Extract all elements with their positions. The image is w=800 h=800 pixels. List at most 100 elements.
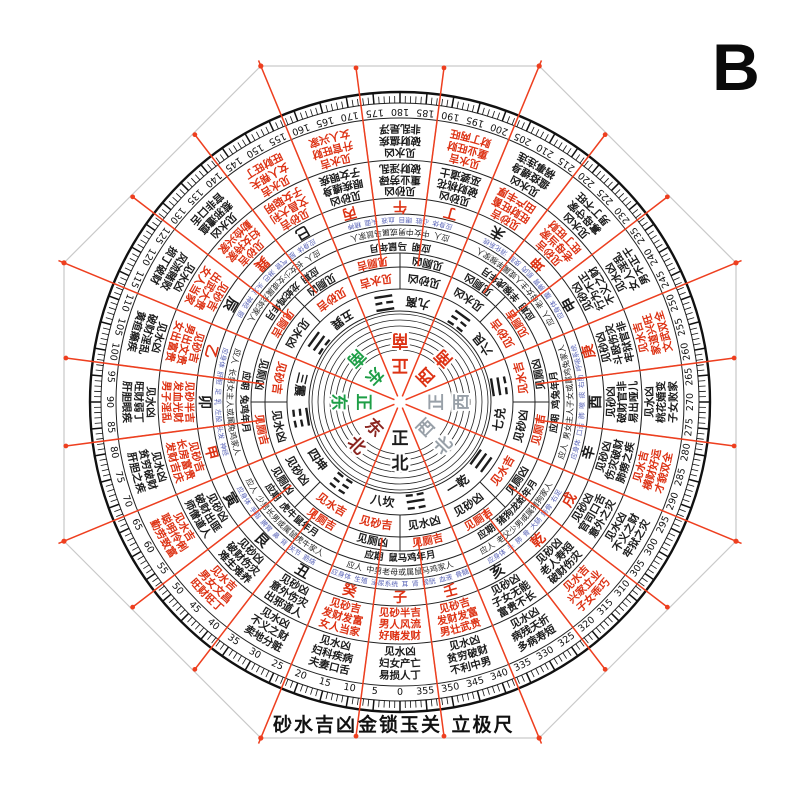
- svg-text:骨: 骨: [454, 570, 463, 580]
- svg-text:见: 见: [457, 193, 471, 209]
- svg-text:吉: 吉: [270, 383, 285, 395]
- svg-text:凶: 凶: [339, 639, 352, 653]
- svg-text:水: 水: [643, 396, 656, 408]
- svg-text:淫: 淫: [138, 333, 153, 347]
- svg-text:丁: 丁: [469, 131, 483, 146]
- svg-text:砂: 砂: [188, 340, 204, 355]
- svg-text:巫: 巫: [468, 173, 482, 188]
- svg-text:肉: 肉: [519, 264, 530, 275]
- svg-text:两: 两: [459, 129, 473, 143]
- svg-text:家: 家: [558, 351, 570, 361]
- svg-text:出: 出: [627, 402, 640, 413]
- svg-text:子: 子: [159, 391, 171, 402]
- footer-captions: 砂水吉凶 金锁玉关 立极尺: [273, 713, 513, 736]
- svg-text:财: 财: [399, 161, 411, 174]
- svg-text:脾: 脾: [259, 518, 270, 529]
- svg-text:疾: 疾: [331, 648, 345, 663]
- svg-text:正: 正: [427, 394, 447, 411]
- svg-text:见: 见: [604, 406, 618, 418]
- svg-text:砂: 砂: [447, 190, 462, 206]
- svg-text:见: 见: [149, 450, 164, 464]
- svg-text:砂: 砂: [338, 190, 353, 206]
- svg-text:吉: 吉: [183, 412, 197, 424]
- svg-text:指: 指: [252, 510, 263, 521]
- svg-text:30: 30: [247, 646, 263, 662]
- svg-text:属: 属: [406, 567, 415, 576]
- svg-text:345: 345: [465, 675, 485, 690]
- svg-text:贫: 贫: [136, 448, 151, 461]
- svg-text:见: 见: [355, 531, 369, 546]
- svg-text:光: 光: [171, 401, 184, 413]
- svg-text:人: 人: [349, 232, 359, 243]
- svg-text:右: 右: [549, 493, 560, 504]
- svg-text:女: 女: [562, 423, 573, 432]
- svg-text:身: 身: [320, 184, 335, 200]
- svg-text:凶: 凶: [530, 357, 544, 370]
- svg-text:母: 母: [390, 568, 398, 577]
- svg-text:见: 见: [349, 188, 362, 203]
- svg-text:运: 运: [650, 448, 664, 461]
- svg-text:财: 财: [445, 138, 459, 153]
- svg-text:厕: 厕: [421, 256, 434, 270]
- svg-text:丑: 丑: [292, 561, 312, 582]
- svg-text:少: 少: [281, 269, 293, 281]
- svg-text:人: 人: [246, 312, 258, 323]
- svg-text:女: 女: [389, 657, 400, 670]
- svg-text:气: 气: [278, 256, 289, 267]
- svg-text:砂: 砂: [388, 606, 400, 619]
- svg-text:风: 风: [400, 619, 411, 631]
- svg-text:财: 财: [475, 642, 490, 658]
- svg-text:正: 正: [392, 429, 409, 449]
- svg-text:家: 家: [229, 438, 241, 448]
- svg-text:体: 体: [295, 244, 306, 255]
- svg-text:见: 见: [529, 433, 544, 447]
- svg-text:震: 震: [292, 384, 307, 399]
- svg-text:科: 科: [320, 645, 334, 661]
- svg-text:官: 官: [617, 330, 632, 344]
- svg-text:女: 女: [667, 401, 680, 412]
- svg-text:庚: 庚: [579, 342, 599, 360]
- svg-text:乱: 乱: [378, 162, 390, 176]
- svg-text:血: 血: [171, 391, 184, 402]
- svg-text:应: 应: [220, 347, 231, 356]
- svg-text:人: 人: [248, 484, 260, 495]
- svg-text:业: 业: [399, 173, 410, 186]
- svg-text:痨: 痨: [617, 460, 633, 474]
- svg-text:见: 见: [404, 184, 416, 198]
- svg-text:坎: 坎: [382, 494, 396, 510]
- svg-text:财: 财: [310, 146, 325, 162]
- svg-text:旺: 旺: [449, 127, 462, 141]
- svg-text:见: 见: [318, 632, 332, 648]
- svg-text:股: 股: [286, 250, 296, 261]
- svg-text:见: 见: [593, 459, 609, 473]
- svg-text:或: 或: [564, 384, 575, 393]
- svg-text:凶: 凶: [462, 271, 477, 287]
- verdict-ring: 见砂吉 见水凶见砂凶见水吉见砂吉见水凶见砂吉见水凶见砂凶见水吉见砂吉见水凶见砂凶见…: [270, 272, 531, 533]
- svg-text:败: 败: [667, 391, 680, 402]
- svg-text:非: 非: [410, 122, 422, 136]
- svg-text:疸: 疸: [129, 319, 145, 333]
- svg-text:见: 见: [376, 254, 389, 268]
- svg-text:关: 关: [287, 543, 298, 554]
- footer-caption: 砂水吉凶: [273, 713, 357, 736]
- svg-text:见: 见: [448, 638, 462, 653]
- svg-text:男: 男: [398, 227, 406, 236]
- svg-text:185: 185: [416, 106, 435, 119]
- svg-text:中: 中: [366, 564, 376, 575]
- svg-text:见: 见: [511, 430, 527, 444]
- svg-text:见: 见: [379, 606, 391, 620]
- svg-text:厕: 厕: [366, 534, 379, 548]
- svg-text:穷: 穷: [139, 458, 154, 471]
- svg-text:鸡: 鸡: [550, 399, 562, 410]
- svg-text:月: 月: [239, 422, 252, 434]
- svg-text:富: 富: [466, 604, 480, 620]
- svg-text:中: 中: [421, 228, 430, 239]
- svg-text:凶: 凶: [377, 536, 389, 549]
- svg-text:儿: 儿: [628, 380, 641, 393]
- svg-text:足: 足: [214, 388, 222, 395]
- svg-text:人: 人: [559, 442, 570, 452]
- svg-text:见: 见: [407, 518, 419, 532]
- svg-text:吉: 吉: [349, 601, 362, 616]
- svg-text:20: 20: [293, 668, 308, 682]
- svg-text:离: 离: [405, 294, 419, 310]
